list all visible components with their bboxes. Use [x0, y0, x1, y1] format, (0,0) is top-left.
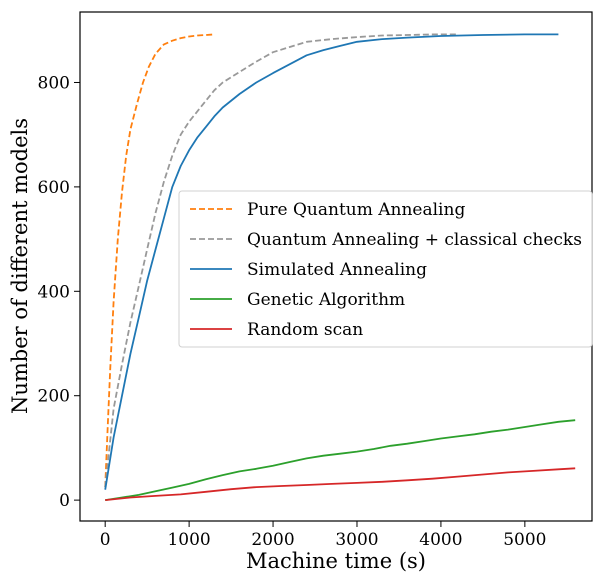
legend-label: Simulated Annealing — [247, 260, 427, 280]
x-tick-label: 2000 — [251, 530, 294, 550]
series-line-5 — [105, 467, 576, 501]
x-tick-label: 0 — [100, 530, 111, 550]
legend-label: Genetic Algorithm — [247, 290, 405, 310]
y-axis-label: Number of different models — [8, 118, 32, 414]
x-tick-label: 1000 — [167, 530, 210, 550]
series-line-1 — [104, 33, 215, 488]
x-axis-label: Machine time (s) — [246, 549, 426, 573]
legend-label: Random scan — [247, 320, 363, 340]
y-tick-label: 600 — [38, 178, 70, 198]
legend: Pure Quantum Annealing Quantum Annealing … — [178, 190, 593, 348]
legend-label: Quantum Annealing + classical checks — [247, 230, 582, 250]
series-line-4 — [105, 419, 576, 501]
x-tick-label: 4000 — [419, 530, 462, 550]
series-line-3 — [104, 33, 559, 490]
y-tick-label: 200 — [38, 387, 70, 407]
x-tick-label: 5000 — [503, 530, 546, 550]
y-tick-label: 800 — [38, 73, 70, 93]
legend-box — [178, 190, 593, 348]
x-tick-label: 3000 — [335, 530, 378, 550]
x-axis: 0 1000 2000 3000 4000 5000 — [100, 521, 546, 550]
plot-lines — [104, 33, 576, 501]
y-tick-label: 400 — [38, 282, 70, 302]
legend-label: Pure Quantum Annealing — [247, 200, 465, 220]
y-axis: 0 200 400 600 800 — [38, 73, 80, 511]
y-tick-label: 0 — [59, 491, 70, 511]
